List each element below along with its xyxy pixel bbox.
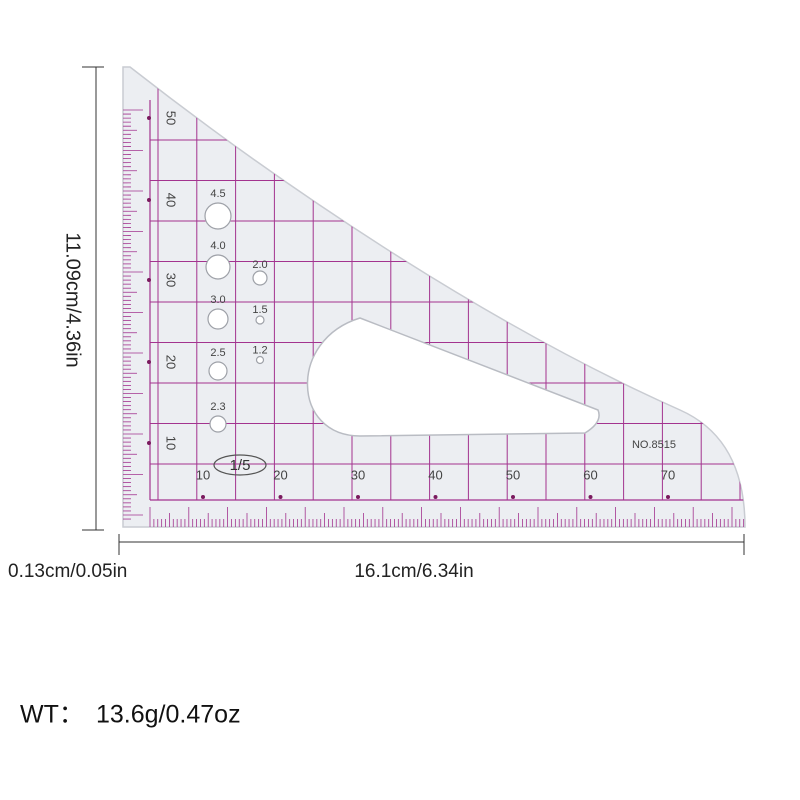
- scale-label: 40: [428, 467, 442, 482]
- cutout: [306, 317, 600, 437]
- hole-label: 4.0: [210, 240, 225, 252]
- dot: [147, 198, 151, 202]
- hole: [255, 355, 265, 365]
- dot: [356, 495, 360, 499]
- ruler-labels: 50 40 30 20 10 10 20 30 40 50 60 70 4.5 4.0 3.0 2.5 2.3 2…: [147, 111, 676, 499]
- dot: [588, 495, 593, 499]
- scale-label: 10: [196, 467, 210, 482]
- hole-label: 1.2: [252, 344, 267, 356]
- hole: [207, 308, 229, 330]
- weight-label: WT：: [20, 701, 84, 729]
- scale-label: 70: [661, 467, 675, 482]
- dot: [511, 495, 515, 499]
- scale-label: 40: [164, 193, 179, 207]
- dot: [147, 360, 151, 364]
- dimension-lines: [82, 66, 745, 555]
- dot: [666, 495, 670, 499]
- scale-label: 20: [164, 355, 179, 369]
- hole: [205, 254, 231, 280]
- hole-label: 2.0: [252, 259, 267, 271]
- hole-label: 2.5: [210, 347, 225, 359]
- hole-label: 1.5: [252, 304, 267, 316]
- scale-label: 10: [164, 436, 179, 450]
- model-number: NO.8515: [632, 439, 676, 451]
- height-label: 11.09cm/4.36in: [62, 232, 84, 367]
- scale-label: 50: [506, 467, 520, 482]
- hole: [208, 361, 228, 381]
- hole: [204, 202, 232, 230]
- dot: [147, 441, 151, 445]
- scale-ratio: 1/5: [230, 457, 251, 474]
- dot: [201, 495, 205, 499]
- scale-label: 50: [164, 111, 179, 125]
- dot: [433, 495, 438, 499]
- hole: [209, 415, 227, 433]
- dot: [278, 495, 283, 499]
- hole-label: 3.0: [210, 294, 225, 306]
- scale-label: 30: [164, 273, 179, 287]
- hole: [252, 270, 268, 286]
- dot: [147, 278, 151, 282]
- thickness-label: 0.13cm/0.05in: [8, 561, 127, 582]
- dot: [147, 116, 151, 120]
- scale-oval: [213, 454, 267, 476]
- hole-label: 4.5: [210, 188, 225, 200]
- weight-value: 13.6g/0.47oz: [96, 701, 241, 729]
- hole-label: 2.3: [210, 401, 225, 413]
- scale-label: 20: [273, 467, 287, 482]
- width-label: 16.1cm/6.34in: [354, 561, 473, 582]
- hole: [255, 315, 265, 325]
- scale-label: 30: [351, 467, 365, 482]
- scale-label: 60: [583, 467, 597, 482]
